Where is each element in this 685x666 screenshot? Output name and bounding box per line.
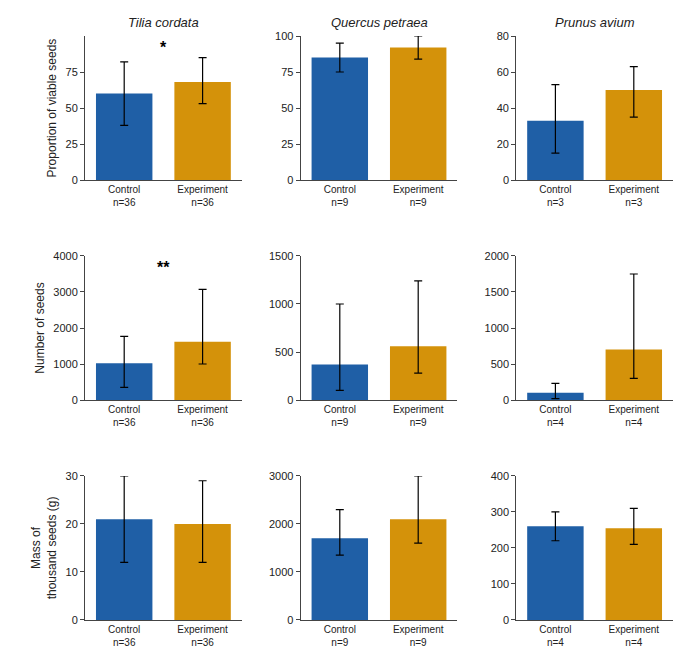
- svg-text:25: 25: [66, 138, 78, 150]
- svg-text:60: 60: [497, 66, 509, 78]
- svg-text:Tilia cordata: Tilia cordata: [128, 15, 199, 30]
- svg-text:50: 50: [66, 102, 78, 114]
- svg-text:3000: 3000: [53, 286, 77, 298]
- svg-text:Controln=36: Controln=36: [108, 404, 140, 428]
- svg-text:Experimentn=36: Experimentn=36: [177, 624, 228, 648]
- svg-text:0: 0: [503, 174, 509, 186]
- svg-text:Number of seeds: Number of seeds: [33, 282, 47, 373]
- svg-text:300: 300: [491, 506, 509, 518]
- svg-text:75: 75: [281, 66, 293, 78]
- svg-text:1000: 1000: [485, 322, 509, 334]
- svg-text:500: 500: [275, 346, 293, 358]
- svg-text:0: 0: [287, 614, 293, 626]
- svg-text:1000: 1000: [269, 298, 293, 310]
- svg-text:2000: 2000: [485, 250, 509, 262]
- svg-text:1500: 1500: [485, 286, 509, 298]
- svg-text:400: 400: [491, 470, 509, 482]
- svg-text:Controln=9: Controln=9: [324, 184, 356, 208]
- svg-text:Experimentn=4: Experimentn=4: [609, 404, 660, 428]
- svg-text:Experimentn=36: Experimentn=36: [177, 404, 228, 428]
- svg-text:Controln=36: Controln=36: [108, 184, 140, 208]
- svg-text:4000: 4000: [53, 250, 77, 262]
- svg-text:Controln=36: Controln=36: [108, 624, 140, 648]
- svg-text:Experimentn=9: Experimentn=9: [393, 624, 444, 648]
- svg-text:2000: 2000: [269, 518, 293, 530]
- svg-text:Experimentn=3: Experimentn=3: [609, 184, 660, 208]
- svg-text:Experimentn=36: Experimentn=36: [177, 184, 228, 208]
- svg-text:200: 200: [491, 542, 509, 554]
- svg-text:0: 0: [287, 174, 293, 186]
- svg-text:Experimentn=9: Experimentn=9: [393, 184, 444, 208]
- svg-text:0: 0: [72, 174, 78, 186]
- svg-text:3000: 3000: [269, 470, 293, 482]
- svg-text:100: 100: [491, 578, 509, 590]
- svg-text:0: 0: [503, 394, 509, 406]
- svg-text:Mass ofthousand seeds (g): Mass ofthousand seeds (g): [29, 497, 59, 600]
- svg-text:0: 0: [503, 614, 509, 626]
- svg-text:*: *: [160, 39, 167, 56]
- svg-text:Controln=9: Controln=9: [324, 624, 356, 648]
- svg-text:80: 80: [497, 30, 509, 42]
- svg-text:Controln=4: Controln=4: [539, 404, 571, 428]
- svg-text:1000: 1000: [269, 566, 293, 578]
- svg-text:Experimentn=4: Experimentn=4: [609, 624, 660, 648]
- svg-text:20: 20: [497, 138, 509, 150]
- svg-text:Proportion of viable seeds: Proportion of viable seeds: [45, 39, 59, 178]
- svg-text:20: 20: [66, 518, 78, 530]
- svg-text:Experimentn=9: Experimentn=9: [393, 404, 444, 428]
- svg-text:0: 0: [287, 394, 293, 406]
- svg-text:100: 100: [275, 30, 293, 42]
- svg-text:Controln=4: Controln=4: [539, 624, 571, 648]
- svg-text:50: 50: [281, 102, 293, 114]
- svg-text:25: 25: [281, 138, 293, 150]
- svg-text:**: **: [157, 259, 170, 276]
- svg-text:Controln=3: Controln=3: [539, 184, 571, 208]
- svg-text:75: 75: [66, 66, 78, 78]
- svg-text:Controln=9: Controln=9: [324, 404, 356, 428]
- svg-text:Quercus petraea: Quercus petraea: [331, 15, 428, 30]
- svg-text:30: 30: [66, 470, 78, 482]
- svg-text:10: 10: [66, 566, 78, 578]
- svg-text:500: 500: [491, 358, 509, 370]
- svg-text:0: 0: [72, 394, 78, 406]
- svg-text:40: 40: [497, 102, 509, 114]
- svg-text:1500: 1500: [269, 250, 293, 262]
- svg-text:1000: 1000: [53, 358, 77, 370]
- svg-text:2000: 2000: [53, 322, 77, 334]
- svg-text:Prunus avium: Prunus avium: [555, 15, 635, 30]
- svg-text:0: 0: [72, 614, 78, 626]
